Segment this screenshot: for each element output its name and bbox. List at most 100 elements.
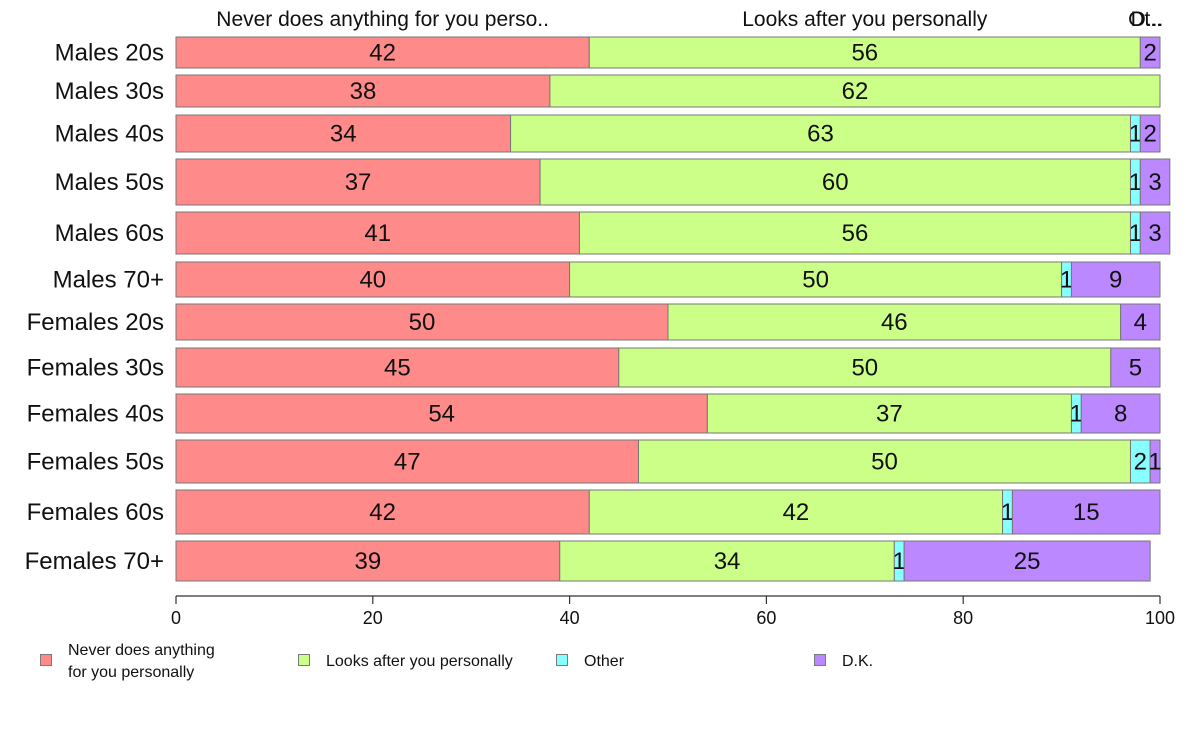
legend-swatch-other (556, 654, 568, 666)
category-label: Females 20s (27, 309, 164, 336)
bar-segment (559, 540, 895, 582)
data-label: 5 (1129, 355, 1142, 382)
legend-item-other: Other (556, 640, 624, 673)
data-label: 42 (783, 499, 810, 526)
data-label: 56 (842, 220, 869, 247)
data-label: 1 (893, 548, 906, 575)
x-tick-label: 20 (363, 608, 383, 628)
data-label: 15 (1073, 499, 1100, 526)
bar-segment (175, 303, 669, 341)
data-label: 2 (1134, 449, 1147, 476)
legend-swatch-looks-after (298, 654, 310, 666)
data-label: 50 (409, 309, 436, 336)
bar-segment (569, 261, 1063, 298)
category-label: Females 40s (27, 401, 164, 428)
category-label: Females 50s (27, 449, 164, 476)
bar-segment (175, 114, 512, 153)
legend-label-never: Never does anything for you personally (68, 642, 215, 681)
data-label: 38 (350, 78, 377, 105)
data-label: 1 (1001, 499, 1014, 526)
legend-item-dk: D.K. (814, 640, 873, 673)
x-tick-label: 100 (1145, 608, 1175, 628)
data-label: 1 (1129, 220, 1142, 247)
x-tick-label: 60 (756, 608, 776, 628)
bar-segment (549, 74, 1161, 108)
bar-segment (1139, 114, 1161, 153)
data-label: 1 (1129, 169, 1142, 196)
bar-segment (175, 74, 551, 108)
data-label: 4 (1134, 309, 1147, 336)
data-label: 54 (428, 401, 455, 428)
data-label: 46 (881, 309, 908, 336)
data-label: 1 (1060, 267, 1073, 294)
bar-segment (637, 439, 1131, 484)
category-label: Males 60s (55, 220, 164, 247)
category-label: Females 70+ (25, 548, 164, 575)
bar-segment (1110, 347, 1161, 388)
bar-segment (175, 261, 571, 298)
bar-segment (903, 540, 1151, 582)
data-label: 42 (369, 40, 396, 67)
category-label: Males 50s (55, 169, 164, 196)
bar-segment (588, 36, 1141, 69)
data-label: 56 (851, 40, 878, 67)
top-series-label: Looks after you personally (742, 8, 988, 31)
legend-label-other: Other (584, 653, 625, 670)
bar-segment (175, 211, 580, 255)
legend: Never does anything for you personally L… (0, 640, 1188, 700)
category-labels: Males 20s Males 30s Males 40s Males 50s Male… (25, 40, 164, 576)
x-tick-label: 40 (560, 608, 580, 628)
data-label: 50 (802, 267, 829, 294)
data-label: 37 (345, 169, 372, 196)
legend-label-dk: D.K. (842, 653, 874, 670)
legend-item-never: Never does anything for you personally (40, 640, 215, 684)
x-tick-label: 0 (171, 608, 181, 628)
data-label: 8 (1114, 401, 1127, 428)
data-label: 60 (822, 169, 849, 196)
top-series-label: Never does anything for you perso.. (216, 8, 549, 31)
data-label: 1 (1148, 449, 1161, 476)
data-label: 50 (871, 449, 898, 476)
category-label: Females 60s (27, 499, 164, 526)
data-label: 2 (1143, 121, 1156, 148)
data-label: 42 (369, 499, 396, 526)
bar-segment (706, 393, 1072, 434)
x-axis: 0 20 40 60 80 100 (171, 595, 1175, 628)
bar-segment (1011, 489, 1161, 535)
data-label: 25 (1014, 548, 1041, 575)
bar-segment (175, 439, 639, 484)
legend-swatch-never (40, 654, 52, 666)
bar-segment (1120, 303, 1161, 341)
data-label: 1 (1070, 401, 1083, 428)
top-series-label: D... (1131, 8, 1164, 31)
data-label: 45 (384, 355, 411, 382)
data-label: 34 (714, 548, 741, 575)
bar-segment (510, 114, 1131, 153)
bar-segment (1139, 211, 1171, 255)
bar-segment (1070, 261, 1161, 298)
legend-item-looks-after: Looks after you personally (298, 640, 513, 673)
data-label: 37 (876, 401, 903, 428)
legend-swatch-dk (814, 654, 826, 666)
category-label: Males 20s (55, 40, 164, 67)
data-label: 41 (364, 220, 391, 247)
bar-segment (1139, 36, 1161, 69)
data-label: 47 (394, 449, 421, 476)
data-label: 1 (1129, 121, 1142, 148)
top-series-labels: Never does anything for you perso.. Looks… (216, 8, 1163, 31)
data-label: 34 (330, 121, 357, 148)
data-label: 62 (842, 78, 869, 105)
x-tick-label: 80 (953, 608, 973, 628)
top-series-label: Ot.. (1128, 8, 1162, 31)
bar-segment (1080, 393, 1161, 434)
bar-segment (175, 347, 620, 388)
data-label: 50 (851, 355, 878, 382)
data-label: 9 (1109, 267, 1122, 294)
data-label: 2 (1143, 40, 1156, 67)
bar-segment (1149, 439, 1161, 484)
bar-segment (175, 158, 541, 206)
category-label: Males 70+ (53, 267, 164, 294)
bar-segment (578, 211, 1131, 255)
data-label: 39 (355, 548, 382, 575)
